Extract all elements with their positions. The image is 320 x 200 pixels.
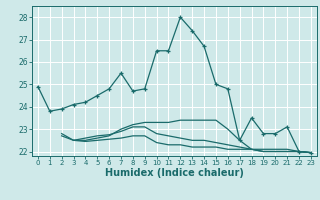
X-axis label: Humidex (Indice chaleur): Humidex (Indice chaleur) — [105, 168, 244, 178]
